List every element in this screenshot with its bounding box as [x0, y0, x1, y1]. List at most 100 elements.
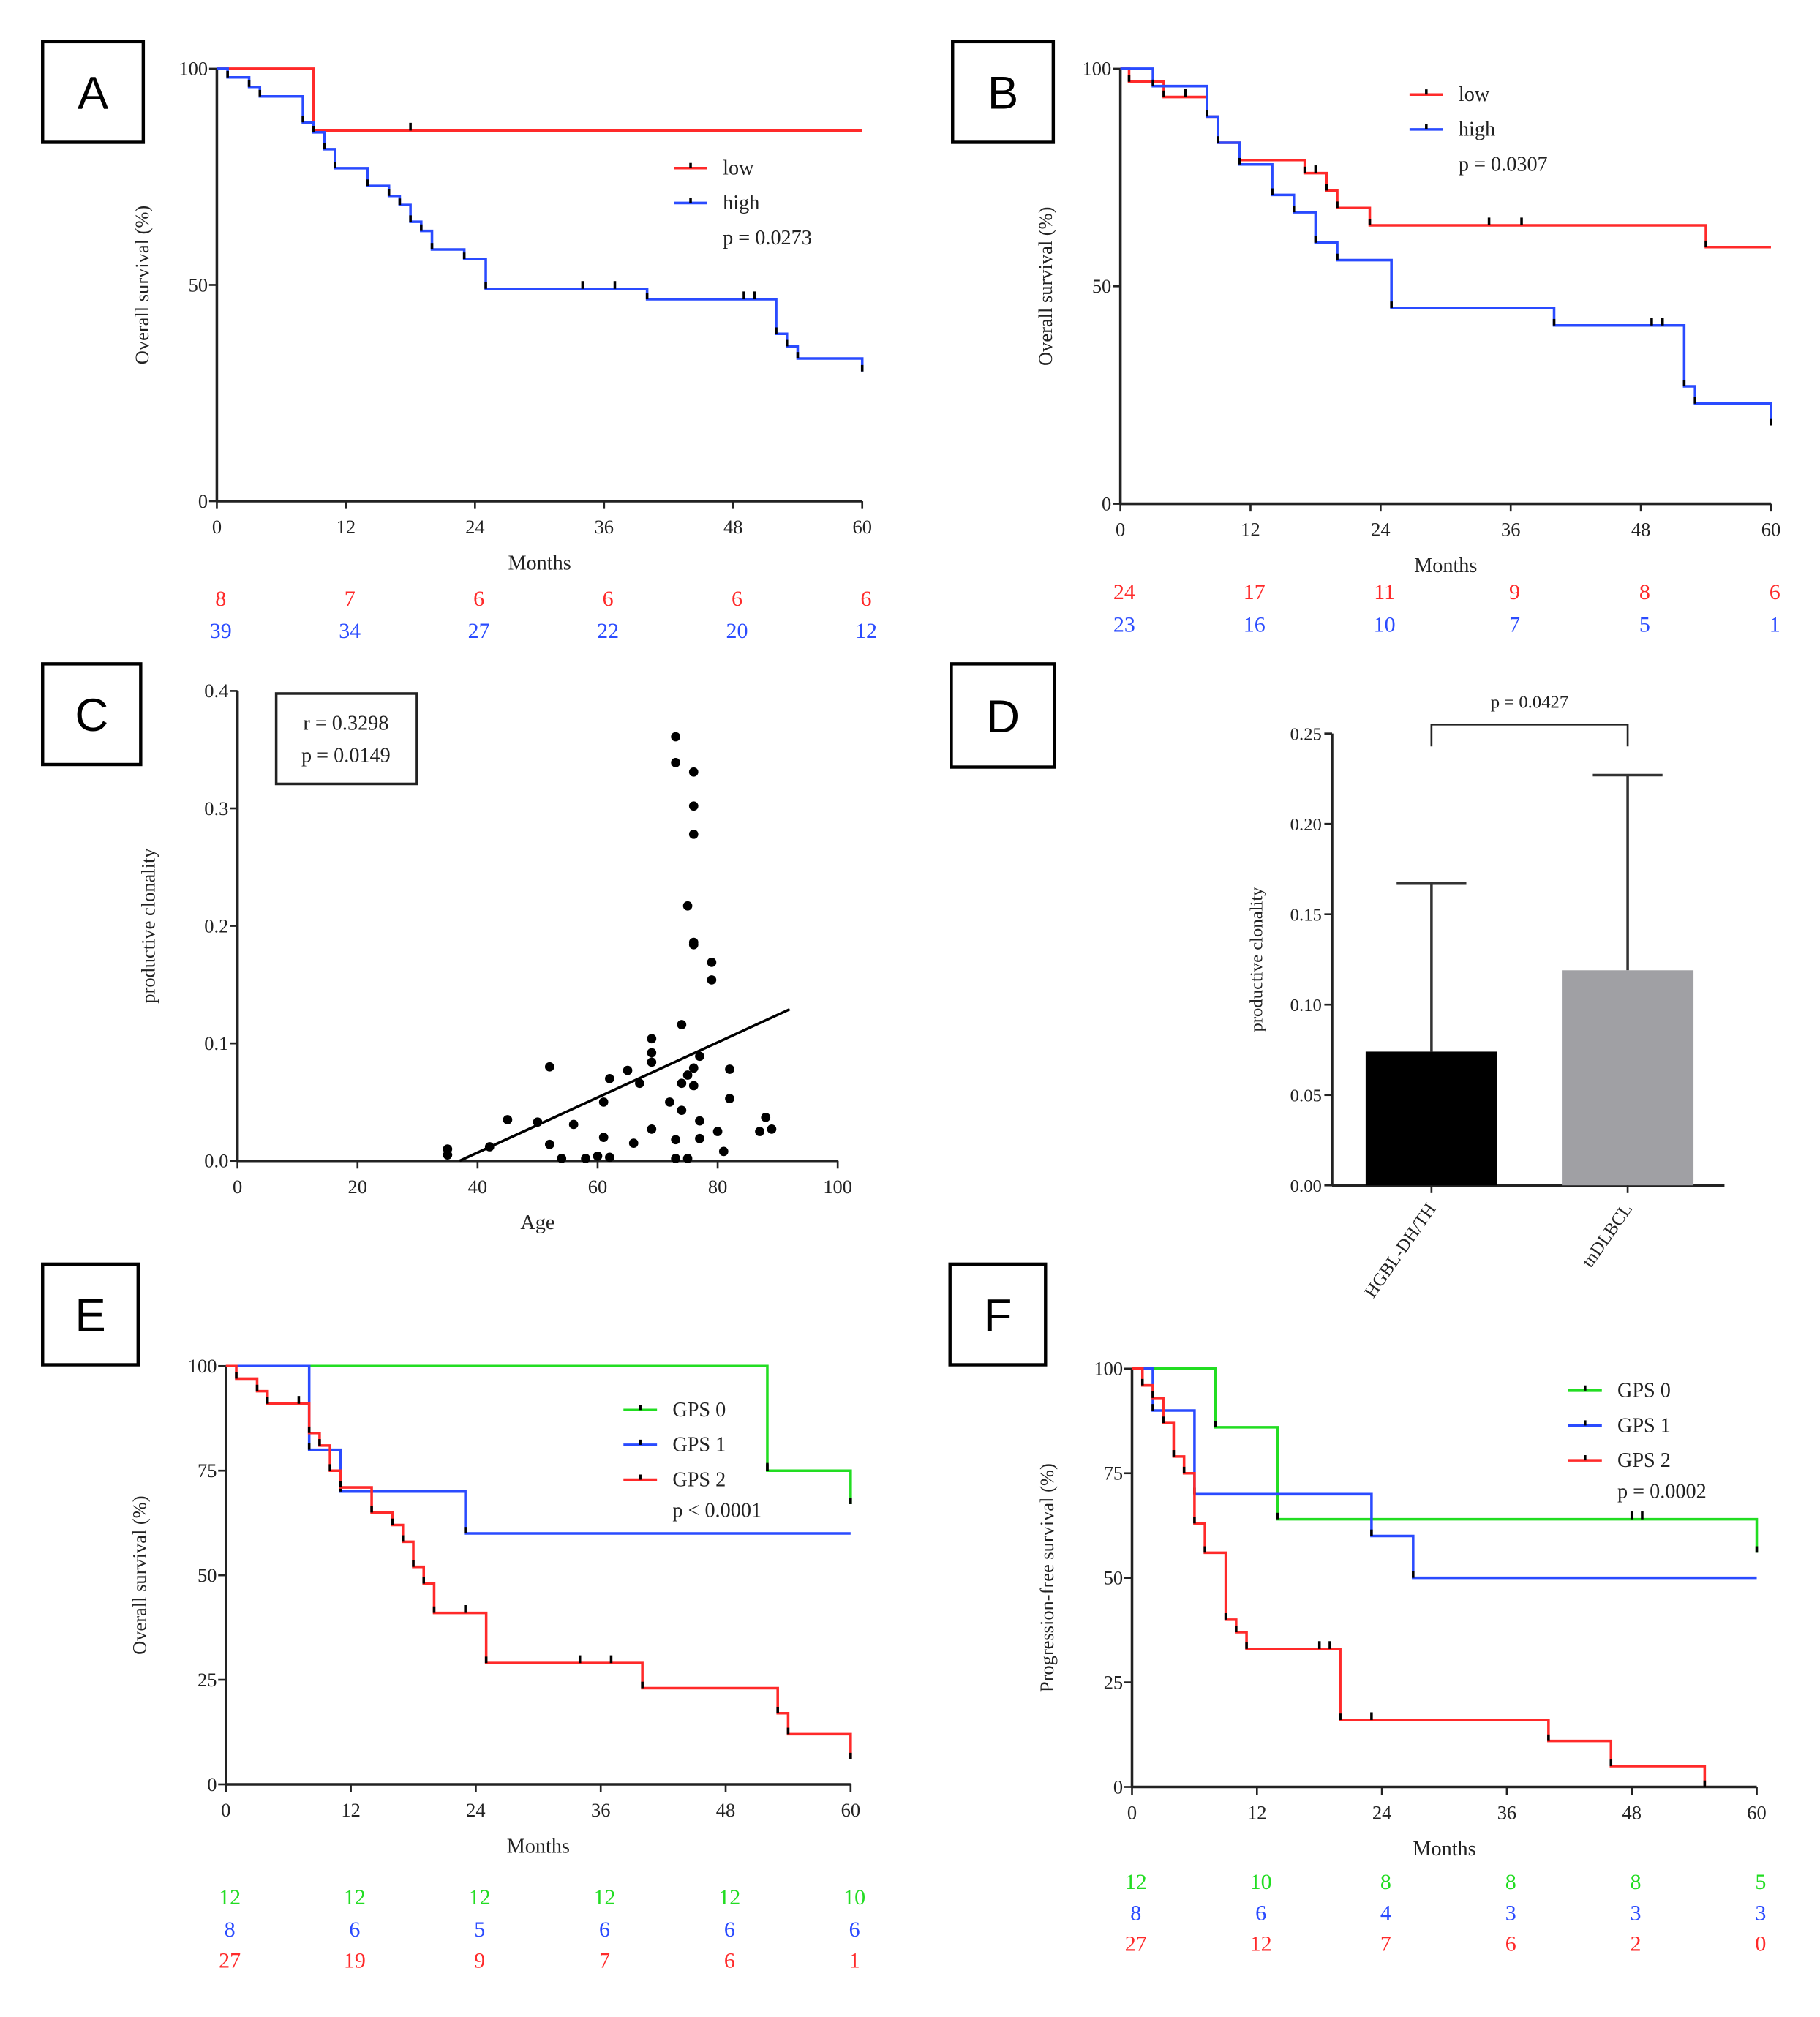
data-point	[635, 1078, 644, 1089]
data-point	[665, 1097, 674, 1107]
at-risk-count: 19	[344, 1949, 366, 1973]
x-tick-label: 60	[1747, 1802, 1766, 1824]
at-risk-count: 8	[225, 1918, 236, 1942]
y-tick-label: 0.00	[1290, 1176, 1322, 1196]
p-value: p = 0.0307	[1459, 153, 1548, 176]
panel-label: E	[75, 1290, 105, 1342]
at-risk-count: 0	[1755, 1932, 1766, 1956]
at-risk-count: 7	[1509, 612, 1520, 636]
panel-label-box	[41, 1262, 140, 1367]
y-tick-label: 100	[1094, 1358, 1123, 1380]
x-tick-label: 80	[708, 1176, 727, 1198]
at-risk-count: 22	[597, 619, 619, 643]
panel-b: B 0 12 24 36 48 60 0 50 100 Months Overall survival…	[951, 40, 1780, 636]
data-point	[671, 1135, 681, 1145]
y-tick-label: 50	[198, 1564, 217, 1586]
data-point	[647, 1124, 657, 1134]
at-risk-count: 10	[843, 1885, 865, 1909]
y-tick-label: 50	[189, 274, 208, 296]
data-point	[544, 1062, 554, 1072]
at-risk-count: 12	[469, 1885, 491, 1909]
bar	[1365, 1051, 1497, 1186]
y-tick-label: 0	[1113, 1776, 1123, 1798]
y-tick-label: 100	[178, 58, 208, 80]
data-point	[623, 1065, 633, 1075]
legend-label: GPS 0	[672, 1399, 726, 1421]
legend-label: low	[1459, 83, 1490, 106]
at-risk-count: 6	[603, 587, 614, 611]
survival-curve-high	[1120, 67, 1772, 426]
data-point	[647, 1034, 657, 1044]
panel-d: D 0.00 0.05 0.10 0.15 0.20 0.25 productive clon…	[950, 662, 1725, 1302]
y-tick-label: 0.2	[204, 914, 228, 936]
legend-label: low	[723, 157, 754, 180]
data-point	[557, 1154, 567, 1163]
y-tick-label: 50	[1104, 1566, 1123, 1588]
survival-curve-high	[217, 67, 864, 372]
y-tick-label: 0.3	[204, 797, 228, 819]
at-risk-count: 12	[219, 1885, 241, 1909]
at-risk-count: 6	[724, 1918, 735, 1942]
at-risk-count: 6	[849, 1918, 860, 1942]
data-point	[695, 1051, 704, 1062]
data-point	[581, 1154, 590, 1163]
at-risk-count: 20	[726, 619, 748, 643]
data-point	[688, 1063, 699, 1073]
x-tick-label: 60	[841, 1799, 860, 1821]
at-risk-count: 5	[474, 1918, 485, 1942]
x-tick-label: HGBL-DH/TH	[1361, 1200, 1440, 1302]
y-tick-label: 0.0	[204, 1150, 228, 1172]
panel-label-box	[41, 662, 143, 767]
data-point	[755, 1127, 764, 1136]
at-risk-count: 8	[1130, 1901, 1141, 1925]
y-tick-label: 0.1	[204, 1032, 228, 1054]
x-tick-label: 36	[1501, 519, 1520, 541]
data-point	[593, 1151, 603, 1161]
x-tick-label: tnDLBCL	[1579, 1200, 1637, 1272]
x-axis-label: Months	[1414, 555, 1477, 577]
x-tick-label: 20	[348, 1176, 367, 1198]
p-value: p = 0.0273	[723, 227, 812, 249]
data-point	[695, 1116, 704, 1126]
data-point	[682, 1154, 693, 1163]
regression-line	[459, 1007, 791, 1163]
at-risk-count: 6	[473, 587, 484, 611]
p-value: p = 0.0427	[1491, 692, 1569, 712]
x-tick-label: 12	[1241, 519, 1260, 541]
y-tick-label: 25	[1104, 1671, 1123, 1693]
x-axis-label: Months	[507, 1836, 570, 1858]
stats-box	[274, 692, 418, 786]
data-point	[688, 767, 699, 777]
data-point	[718, 1146, 729, 1157]
at-risk-count: 7	[345, 587, 356, 611]
panel-f: F0 12 24 36 48 600255075100MonthsProgression-…	[948, 1262, 1767, 1956]
at-risk-count: 12	[344, 1885, 366, 1909]
y-tick-label: 75	[1104, 1462, 1123, 1484]
y-tick-label: 100	[188, 1355, 217, 1377]
x-tick-label: 48	[716, 1799, 735, 1821]
at-risk-count: 5	[1639, 612, 1650, 636]
data-point	[598, 1133, 609, 1142]
p-value: p < 0.0001	[672, 1500, 762, 1522]
at-risk-count: 10	[1374, 612, 1396, 636]
x-tick-label: 0	[1116, 519, 1125, 541]
y-tick-label: 0.4	[204, 680, 228, 702]
at-risk-count: 17	[1244, 580, 1266, 604]
x-tick-label: 0	[221, 1799, 230, 1821]
data-point	[671, 1154, 681, 1163]
at-risk-count: 9	[1509, 580, 1520, 604]
data-point	[688, 1081, 699, 1091]
at-risk-count: 4	[1380, 1901, 1391, 1925]
data-point	[682, 901, 693, 911]
at-risk-count: 24	[1113, 580, 1135, 604]
y-tick-label: 0.05	[1290, 1086, 1322, 1106]
panel-label-box	[951, 40, 1056, 144]
at-risk-count: 10	[1250, 1870, 1272, 1894]
panel-label: B	[988, 67, 1018, 119]
at-risk-count: 8	[1639, 580, 1650, 604]
at-risk-count: 3	[1755, 1901, 1766, 1925]
panel-label: A	[78, 67, 109, 119]
data-point	[677, 1105, 687, 1116]
